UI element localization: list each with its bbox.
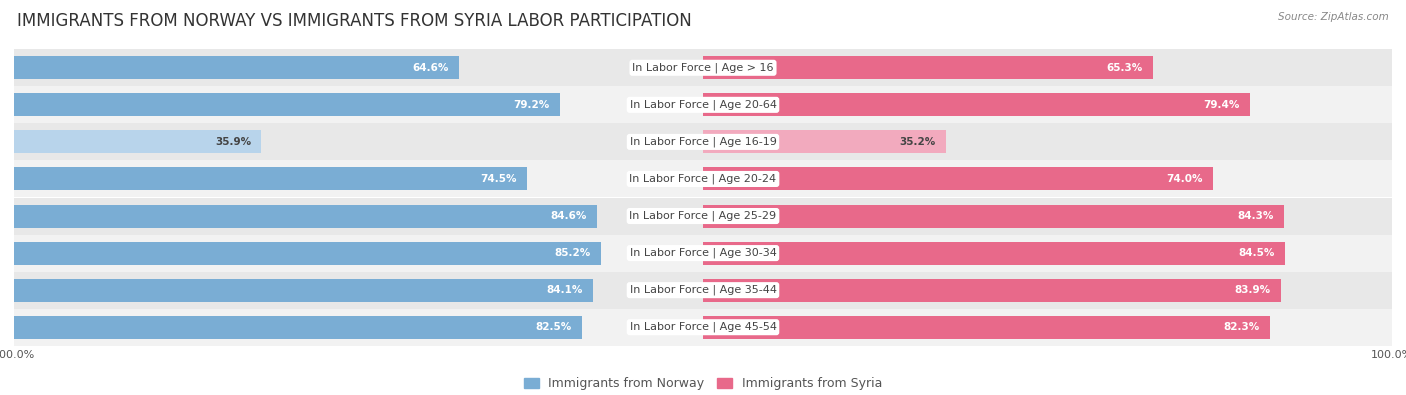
Bar [14, 130, 262, 153]
Bar [14, 87, 1392, 123]
Bar [703, 93, 1250, 117]
Text: In Labor Force | Age 45-54: In Labor Force | Age 45-54 [630, 322, 776, 333]
Bar [703, 242, 1285, 265]
Text: In Labor Force | Age 20-64: In Labor Force | Age 20-64 [630, 100, 776, 110]
Text: 79.2%: 79.2% [513, 100, 550, 110]
Bar [14, 123, 1392, 160]
Text: 84.5%: 84.5% [1239, 248, 1275, 258]
Text: IMMIGRANTS FROM NORWAY VS IMMIGRANTS FROM SYRIA LABOR PARTICIPATION: IMMIGRANTS FROM NORWAY VS IMMIGRANTS FRO… [17, 12, 692, 30]
Bar [14, 198, 1392, 235]
Text: 85.2%: 85.2% [554, 248, 591, 258]
Bar [14, 316, 582, 339]
Bar [14, 49, 1392, 87]
Text: 65.3%: 65.3% [1107, 63, 1143, 73]
Bar [703, 316, 1270, 339]
Text: 84.6%: 84.6% [550, 211, 586, 221]
Bar [14, 160, 1392, 198]
Bar [703, 130, 945, 153]
Text: 83.9%: 83.9% [1234, 285, 1271, 295]
Text: 79.4%: 79.4% [1204, 100, 1240, 110]
Text: In Labor Force | Age > 16: In Labor Force | Age > 16 [633, 62, 773, 73]
Bar [14, 278, 593, 302]
Text: In Labor Force | Age 30-34: In Labor Force | Age 30-34 [630, 248, 776, 258]
Bar [14, 93, 560, 117]
Bar [703, 167, 1213, 190]
Text: 35.2%: 35.2% [898, 137, 935, 147]
Bar [14, 56, 460, 79]
Text: 74.0%: 74.0% [1166, 174, 1202, 184]
Bar [703, 56, 1153, 79]
Text: 35.9%: 35.9% [215, 137, 252, 147]
Legend: Immigrants from Norway, Immigrants from Syria: Immigrants from Norway, Immigrants from … [519, 372, 887, 395]
Text: 74.5%: 74.5% [481, 174, 517, 184]
Bar [14, 272, 1392, 308]
Text: Source: ZipAtlas.com: Source: ZipAtlas.com [1278, 12, 1389, 22]
Bar [703, 205, 1284, 228]
Text: In Labor Force | Age 25-29: In Labor Force | Age 25-29 [630, 211, 776, 221]
Bar [14, 167, 527, 190]
Text: 64.6%: 64.6% [412, 63, 449, 73]
Bar [703, 278, 1281, 302]
Text: In Labor Force | Age 16-19: In Labor Force | Age 16-19 [630, 137, 776, 147]
Text: In Labor Force | Age 20-24: In Labor Force | Age 20-24 [630, 174, 776, 184]
Bar [14, 205, 598, 228]
Text: In Labor Force | Age 35-44: In Labor Force | Age 35-44 [630, 285, 776, 295]
Text: 82.5%: 82.5% [536, 322, 572, 332]
Bar [14, 242, 600, 265]
Text: 82.3%: 82.3% [1223, 322, 1260, 332]
Bar [14, 308, 1392, 346]
Text: 84.3%: 84.3% [1237, 211, 1274, 221]
Text: 84.1%: 84.1% [547, 285, 583, 295]
Bar [14, 235, 1392, 272]
